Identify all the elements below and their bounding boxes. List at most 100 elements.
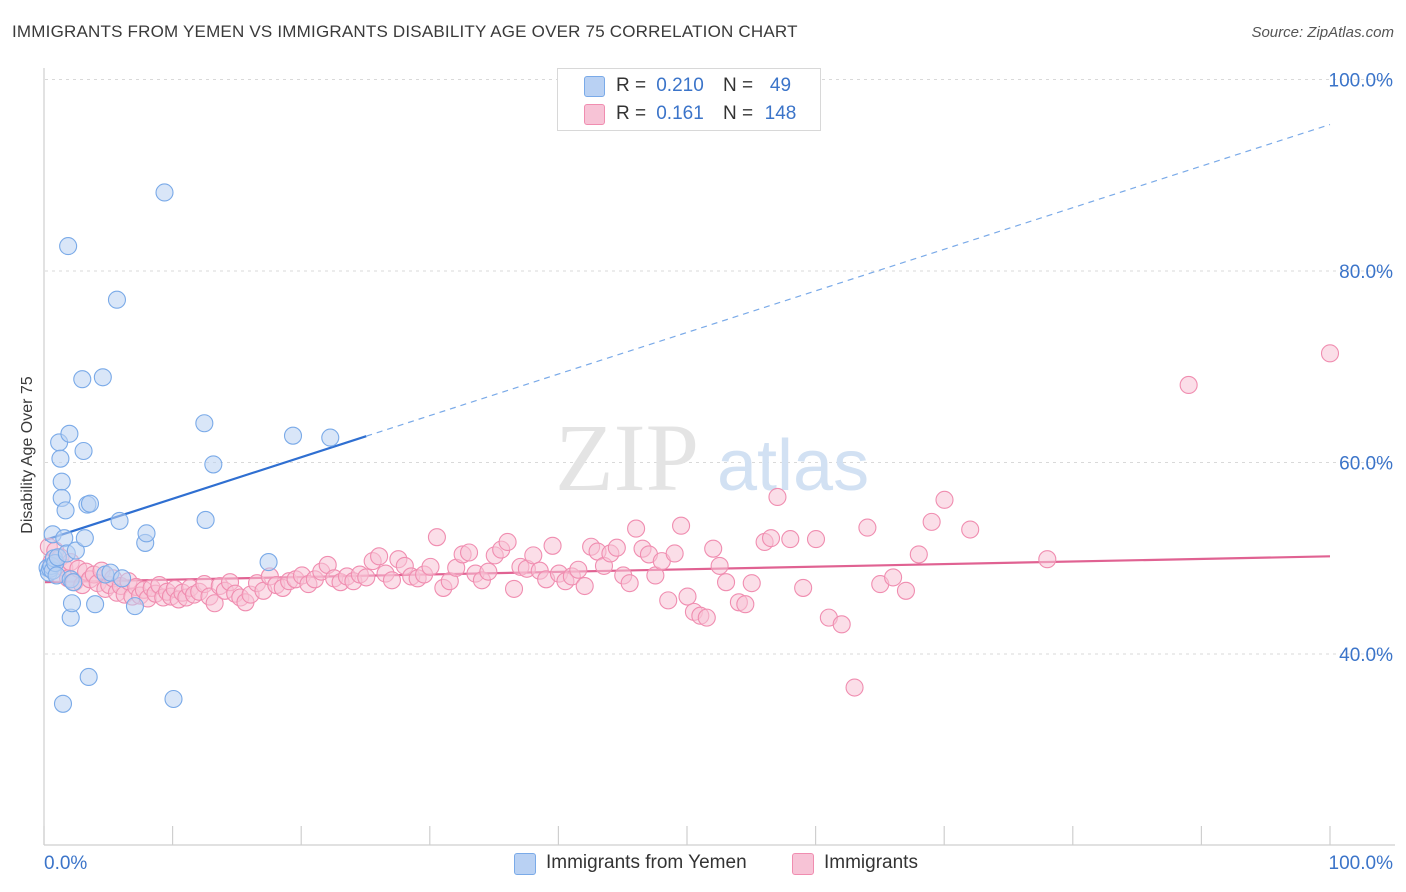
data-point — [74, 441, 93, 461]
data-point — [53, 694, 73, 713]
y-tick-label: 60.0% — [1339, 454, 1393, 475]
data-point — [736, 595, 755, 614]
data-point — [710, 556, 729, 575]
data-point — [761, 529, 781, 548]
data-point — [1179, 375, 1198, 394]
data-point — [137, 524, 156, 543]
data-point — [155, 183, 174, 202]
data-point — [742, 574, 761, 593]
data-point — [259, 553, 278, 572]
data-point — [678, 587, 697, 606]
trend-line-yemen-dashed — [366, 123, 1331, 437]
x-tick-label: 0.0% — [44, 853, 87, 874]
bottom-legend-label-immigrants: Immigrants — [824, 852, 918, 873]
data-point — [79, 667, 98, 687]
data-point — [56, 501, 75, 520]
axes — [43, 68, 1395, 846]
legend-swatch-immigrants — [584, 104, 605, 125]
legend-n-label: N = — [723, 75, 754, 96]
data-point — [382, 571, 402, 590]
data-point — [110, 511, 129, 530]
data-point — [627, 519, 646, 538]
data-point — [961, 520, 980, 539]
data-point — [195, 414, 214, 433]
data-point — [781, 530, 800, 549]
data-point — [93, 368, 112, 387]
data-point — [479, 562, 498, 581]
trend-line-yemen-solid — [44, 435, 367, 542]
data-point — [922, 512, 941, 531]
data-point — [504, 579, 524, 598]
source-note: Source: ZipAtlas.com — [1251, 24, 1394, 41]
data-point — [607, 538, 626, 557]
trend-lines — [44, 123, 1331, 584]
data-point — [86, 595, 105, 614]
data-point — [768, 487, 787, 507]
data-point — [794, 578, 813, 597]
data-point — [283, 426, 303, 445]
data-point — [66, 541, 85, 560]
legend-r-value: 0.210 — [656, 75, 704, 96]
legend-n-label: N = — [723, 103, 754, 124]
data-point — [459, 543, 479, 562]
data-point — [73, 370, 92, 389]
y-tick-label: 100.0% — [1329, 71, 1394, 92]
tick-labels: 40.0% 60.0% 80.0% 100.0% 0.0% 100.0% — [44, 71, 1393, 875]
data-point — [107, 290, 127, 309]
data-point — [205, 594, 224, 613]
data-point — [672, 516, 691, 535]
data-point — [543, 536, 562, 555]
data-point — [164, 689, 183, 709]
data-point — [884, 568, 903, 587]
data-point — [569, 560, 588, 579]
bottom-legend-label-yemen: Immigrants from Yemen — [546, 852, 747, 873]
watermark: ZIP atlas — [555, 404, 869, 511]
data-point — [370, 547, 389, 566]
data-point — [524, 546, 543, 565]
bottom-legend-swatch-yemen — [514, 853, 536, 875]
correlation-legend: R = 0.210 N = 49 R = 0.161 N = 148 — [557, 68, 821, 131]
legend-row-yemen: R = 0.210 N = 49 — [558, 73, 820, 99]
data-point — [806, 530, 826, 549]
y-tick-label: 40.0% — [1339, 645, 1393, 666]
watermark-atlas: atlas — [717, 426, 869, 506]
data-point — [909, 545, 928, 564]
data-point — [832, 615, 851, 634]
data-point — [421, 557, 440, 576]
data-point — [575, 576, 594, 596]
data-point — [60, 424, 79, 443]
legend-r-label: R = — [616, 75, 647, 96]
watermark-zip: ZIP — [555, 404, 699, 511]
data-point — [1038, 550, 1057, 569]
legend-r-label: R = — [616, 103, 647, 124]
data-points — [38, 183, 1340, 713]
data-point — [64, 573, 83, 592]
data-point — [716, 573, 736, 592]
data-point — [321, 428, 340, 447]
data-point — [896, 581, 916, 600]
data-point — [427, 528, 446, 547]
data-point — [113, 569, 132, 588]
data-point — [620, 574, 639, 593]
data-point — [80, 494, 100, 513]
data-point — [51, 449, 70, 468]
data-point — [62, 594, 82, 613]
data-point — [204, 455, 223, 474]
data-point — [858, 518, 877, 537]
data-point — [935, 490, 954, 509]
data-point — [845, 678, 864, 697]
data-point — [498, 532, 517, 552]
chart-title: IMMIGRANTS FROM YEMEN VS IMMIGRANTS DISA… — [12, 22, 798, 41]
legend-swatch-yemen — [584, 76, 605, 97]
data-point — [704, 539, 723, 558]
data-point — [196, 510, 215, 530]
x-tick-label: 100.0% — [1329, 853, 1394, 874]
legend-n-value: 148 — [764, 103, 797, 124]
data-point — [697, 608, 716, 627]
data-point — [75, 529, 94, 548]
data-point — [52, 472, 71, 491]
data-point — [125, 597, 144, 616]
legend-r-value: 0.161 — [656, 103, 704, 124]
legend-n-value: 49 — [769, 75, 792, 96]
